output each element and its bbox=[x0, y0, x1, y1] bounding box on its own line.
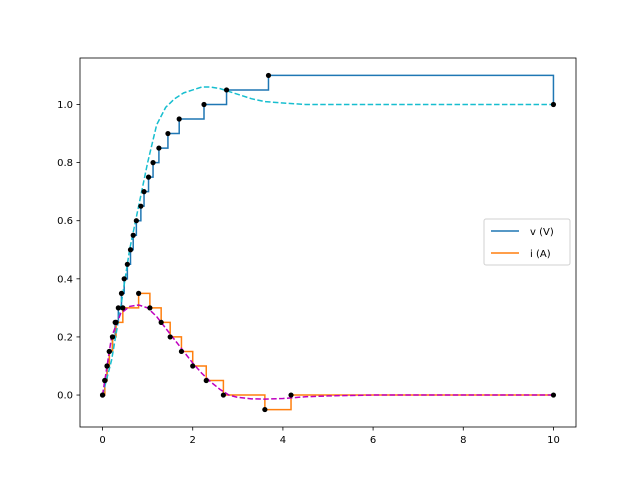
data-point bbox=[113, 319, 119, 325]
marker-layer bbox=[99, 72, 557, 413]
x-tick-label: 0 bbox=[99, 435, 105, 446]
legend-label-i: i (A) bbox=[530, 249, 551, 260]
data-point bbox=[109, 334, 116, 340]
y-tick-label: 1.0 bbox=[57, 100, 73, 111]
data-point bbox=[550, 101, 557, 108]
data-point bbox=[118, 290, 125, 296]
data-point bbox=[156, 145, 162, 151]
data-point bbox=[115, 305, 121, 311]
data-point bbox=[106, 348, 112, 355]
data-point bbox=[190, 363, 196, 369]
data-point bbox=[158, 319, 164, 325]
y-tick-label: 0.0 bbox=[57, 391, 73, 402]
x-axis: 0 2 4 6 8 10 bbox=[99, 427, 560, 446]
y-tick-label: 0.2 bbox=[57, 332, 73, 343]
y-tick-label: 0.8 bbox=[57, 158, 73, 169]
data-point bbox=[130, 232, 136, 238]
y-tick-label: 0.4 bbox=[57, 274, 73, 285]
legend-box bbox=[483, 218, 571, 266]
data-point bbox=[102, 377, 108, 384]
data-point bbox=[288, 392, 294, 398]
series-line-1 bbox=[102, 292, 554, 411]
data-point bbox=[136, 290, 142, 296]
data-point bbox=[203, 377, 209, 384]
data-point bbox=[127, 247, 134, 253]
data-point bbox=[176, 116, 182, 122]
data-point bbox=[120, 305, 126, 311]
data-point bbox=[165, 130, 171, 137]
data-point bbox=[147, 305, 153, 311]
data-point bbox=[262, 406, 268, 413]
x-tick-label: 8 bbox=[460, 435, 466, 446]
series-line-3 bbox=[101, 304, 554, 400]
data-point bbox=[220, 392, 226, 398]
data-point bbox=[167, 334, 173, 340]
data-point bbox=[265, 72, 272, 79]
data-point bbox=[138, 203, 144, 209]
data-point bbox=[178, 348, 185, 355]
x-tick-label: 6 bbox=[370, 435, 376, 446]
data-point bbox=[124, 261, 130, 267]
x-tick-label: 10 bbox=[547, 435, 560, 446]
y-axis: 0.0 0.2 0.4 0.6 0.8 1.0 bbox=[57, 100, 80, 402]
data-point bbox=[201, 101, 207, 108]
data-point bbox=[133, 218, 139, 224]
data-point bbox=[104, 363, 110, 369]
data-point bbox=[223, 87, 230, 93]
data-point bbox=[550, 392, 557, 398]
axes-frame bbox=[79, 57, 577, 428]
x-tick-label: 4 bbox=[280, 435, 286, 446]
x-tick-label: 2 bbox=[190, 435, 196, 446]
y-tick-label: 0.6 bbox=[57, 216, 73, 227]
data-point bbox=[99, 392, 106, 398]
data-point bbox=[150, 160, 156, 166]
data-point bbox=[141, 189, 147, 195]
legend: v (V) i (A) bbox=[483, 218, 571, 266]
data-point bbox=[145, 174, 152, 180]
legend-label-v: v (V) bbox=[530, 227, 554, 238]
data-point bbox=[121, 276, 127, 282]
